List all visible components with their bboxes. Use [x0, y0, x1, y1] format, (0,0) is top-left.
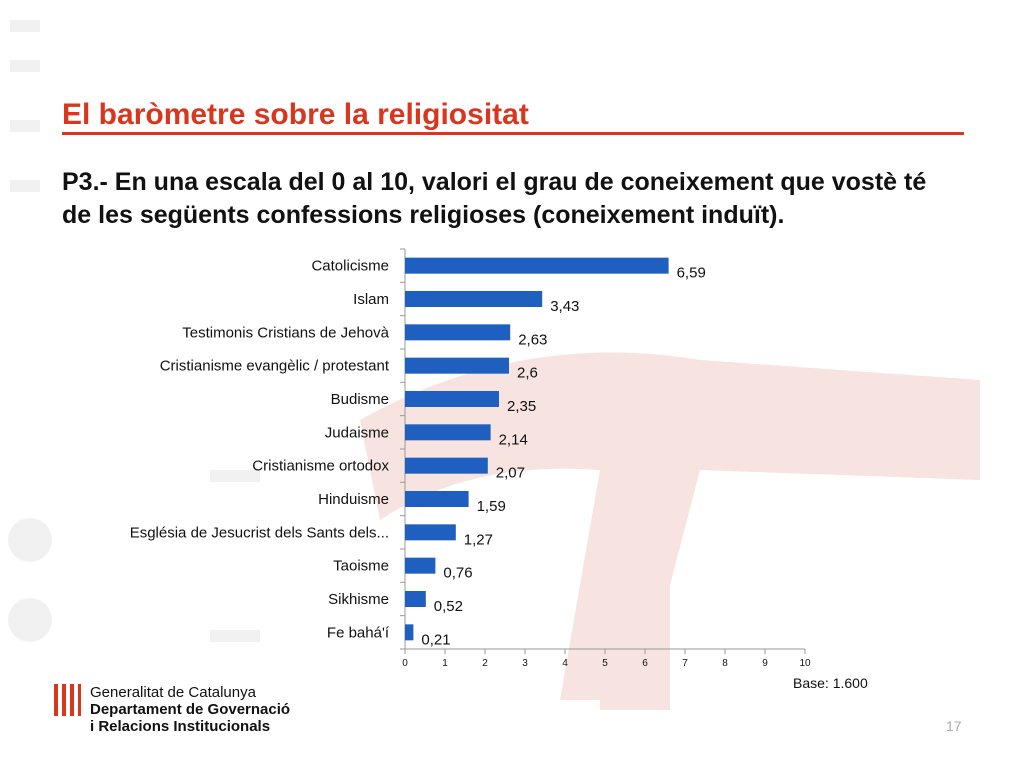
sample-base: Base: 1.600	[793, 675, 868, 691]
x-tick-label: 1	[442, 658, 448, 669]
x-tick-label: 2	[482, 658, 488, 669]
category-label: Església de Jesucrist dels Sants dels...	[130, 524, 389, 541]
value-label: 1,27	[464, 531, 493, 548]
x-tick-label: 7	[682, 658, 688, 669]
bar	[405, 457, 488, 474]
category-label: Judaisme	[325, 424, 389, 441]
bar	[405, 291, 543, 307]
bar	[405, 357, 509, 374]
org-line-2: Departament de Governació	[90, 701, 291, 718]
category-label: Catolicisme	[311, 258, 389, 275]
bar	[405, 257, 669, 274]
value-label: 0,21	[421, 631, 450, 648]
category-label: Cristianisme evangèlic / protestant	[160, 358, 390, 375]
value-label: 2,35	[507, 398, 536, 415]
generalitat-logo-icon	[52, 683, 82, 717]
page-number: 17	[946, 718, 962, 734]
category-label: Testimonis Cristians de Jehovà	[182, 324, 389, 341]
x-tick-label: 9	[762, 658, 768, 669]
value-label: 2,6	[517, 365, 538, 382]
x-tick-label: 10	[799, 658, 811, 669]
x-tick-label: 3	[522, 658, 528, 669]
category-label: Sikhisme	[328, 591, 389, 608]
x-tick-label: 0	[402, 658, 408, 669]
value-label: 1,59	[477, 498, 506, 515]
value-label: 0,52	[434, 598, 463, 615]
category-label: Taoisme	[333, 558, 389, 575]
bar	[405, 424, 491, 441]
value-label: 6,59	[677, 265, 706, 282]
value-label: 2,63	[518, 331, 547, 348]
org-line-3: i Relacions Institucionals	[90, 718, 271, 735]
bar	[405, 524, 456, 541]
x-tick-label: 6	[642, 658, 648, 669]
category-label: Cristianisme ortodox	[252, 458, 389, 475]
x-tick-label: 4	[562, 658, 568, 669]
value-label: 3,43	[550, 298, 579, 315]
value-label: 0,76	[443, 565, 472, 582]
value-label: 2,14	[499, 431, 528, 448]
bar	[405, 491, 469, 507]
slide-title: El baròmetre sobre la religiositat	[62, 98, 964, 135]
bar	[405, 591, 426, 607]
category-label: Islam	[353, 291, 389, 308]
bar	[405, 391, 499, 407]
bar	[405, 324, 511, 341]
bar	[405, 557, 436, 574]
category-label: Fe bahá'í	[327, 624, 390, 641]
value-label: 2,07	[496, 465, 525, 482]
organization-name: Generalitat de Catalunya Departament de …	[90, 684, 290, 735]
category-label: Hinduisme	[318, 491, 389, 508]
x-tick-label: 5	[602, 658, 608, 669]
org-line-1: Generalitat de Catalunya	[90, 684, 256, 701]
category-label: Budisme	[331, 391, 389, 408]
x-tick-label: 8	[722, 658, 728, 669]
survey-question: P3.- En una escala del 0 al 10, valori e…	[62, 168, 927, 229]
bar	[405, 624, 414, 641]
